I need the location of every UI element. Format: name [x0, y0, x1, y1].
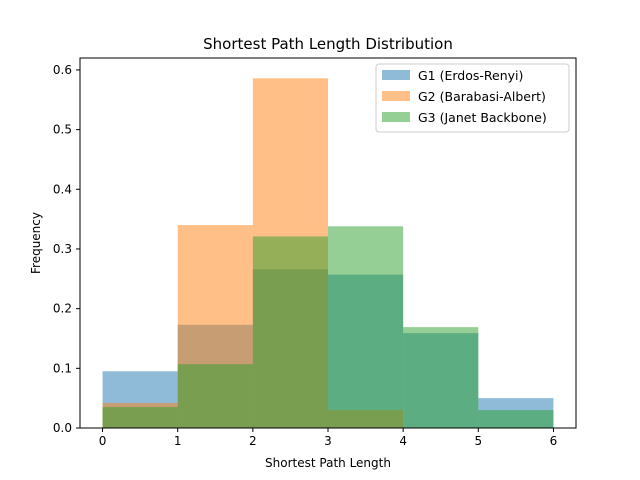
y-axis-ticks: 0.0 0.1 0.2 0.3 0.4 0.5 0.6	[53, 63, 80, 435]
y-tick-label: 0.5	[53, 123, 72, 137]
bar-series-3-bin-5	[478, 410, 554, 428]
y-tick-label: 0.2	[53, 302, 72, 316]
y-tick-label: 0.1	[53, 361, 72, 375]
x-tick-label: 2	[249, 434, 257, 448]
x-axis-ticks: 0 1 2 3 4 5 6	[99, 428, 558, 448]
y-tick-label: 0.6	[53, 63, 72, 77]
x-tick-label: 5	[474, 434, 482, 448]
bar-series-3-bin-2	[252, 236, 328, 428]
legend-box	[375, 63, 570, 133]
x-tick-label: 0	[99, 434, 107, 448]
bar-series-3-bin-3	[328, 226, 404, 428]
x-tick-label: 6	[550, 434, 558, 448]
legend-swatch	[382, 70, 410, 80]
x-tick-label: 3	[324, 434, 332, 448]
y-tick-label: 0.3	[53, 242, 72, 256]
y-tick-label: 0.4	[53, 182, 72, 196]
legend-label: G2 (Barabasi-Albert)	[418, 89, 546, 104]
bar-series-3-bin-0	[102, 407, 178, 428]
bar-series-3-bin-4	[403, 327, 479, 428]
x-axis-label: Shortest Path Length	[265, 456, 391, 470]
legend: G1 (Erdos-Renyi) G2 (Barabasi-Albert) G3 (…	[375, 63, 570, 133]
bars-group	[102, 78, 554, 429]
x-tick-label: 1	[174, 434, 182, 448]
bar-series-3-bin-1	[177, 364, 253, 428]
legend-label: G1 (Erdos-Renyi)	[418, 68, 523, 83]
y-axis-label: Frequency	[29, 212, 43, 274]
legend-swatch	[382, 112, 410, 122]
y-tick-label: 0.0	[53, 421, 72, 435]
legend-label: G3 (Janet Backbone)	[418, 110, 547, 125]
chart-title: Shortest Path Length Distribution	[203, 35, 453, 53]
x-tick-label: 4	[399, 434, 407, 448]
legend-swatch	[382, 91, 410, 101]
